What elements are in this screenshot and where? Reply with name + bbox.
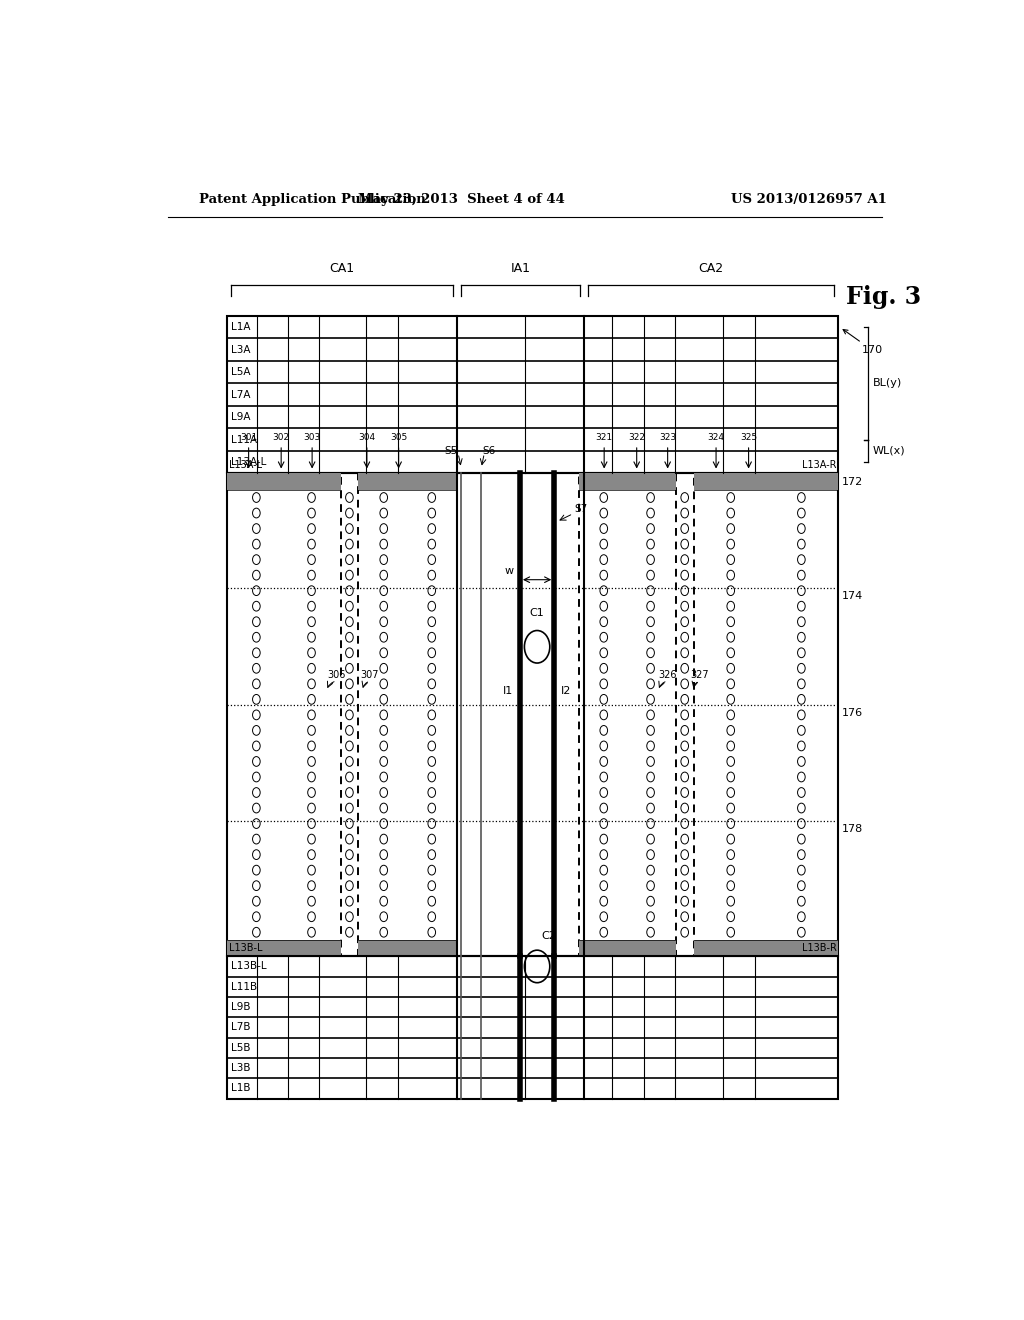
Text: 321: 321 (596, 433, 612, 442)
Text: w: w (505, 566, 514, 576)
Text: 324: 324 (708, 433, 725, 442)
Bar (227, 956, 839, 1098)
Text: 305: 305 (390, 433, 408, 442)
Bar (694, 474, 839, 956)
Text: May 23, 2013  Sheet 4 of 44: May 23, 2013 Sheet 4 of 44 (357, 193, 565, 206)
Bar (227, 940, 341, 956)
Text: 303: 303 (303, 433, 321, 442)
Bar (579, 474, 676, 490)
Text: L7B: L7B (231, 1023, 251, 1032)
Text: L13B-R: L13B-R (802, 944, 837, 953)
Text: BL(y): BL(y) (872, 379, 902, 388)
Text: L1A: L1A (231, 322, 251, 333)
Text: 178: 178 (842, 824, 863, 834)
Text: C2: C2 (542, 931, 557, 941)
Text: 326: 326 (658, 669, 677, 680)
Text: 304: 304 (358, 433, 376, 442)
Bar (579, 940, 676, 956)
Text: Fig. 3: Fig. 3 (846, 285, 922, 309)
Text: I2: I2 (561, 685, 571, 696)
Text: L9A: L9A (231, 412, 251, 422)
Bar (227, 474, 341, 956)
Text: US 2013/0126957 A1: US 2013/0126957 A1 (731, 193, 887, 206)
Bar (694, 474, 839, 490)
Text: L11A: L11A (231, 434, 257, 445)
Text: L13A-L: L13A-L (231, 457, 266, 467)
Bar (694, 940, 839, 956)
Text: 302: 302 (272, 433, 290, 442)
Text: L13B-L: L13B-L (228, 944, 262, 953)
Text: L5B: L5B (231, 1043, 251, 1053)
Text: WL(x): WL(x) (872, 446, 905, 455)
Text: L13B-L: L13B-L (231, 961, 267, 972)
Bar (579, 474, 676, 956)
Text: 327: 327 (690, 669, 709, 680)
Text: L13A-R: L13A-R (802, 461, 837, 470)
Text: S6: S6 (482, 446, 496, 457)
Text: L11B: L11B (231, 982, 257, 991)
Text: 174: 174 (842, 591, 863, 602)
Text: 325: 325 (740, 433, 757, 442)
Text: IA1: IA1 (511, 263, 530, 276)
Text: Patent Application Publication: Patent Application Publication (200, 193, 426, 206)
Text: L7A: L7A (231, 389, 251, 400)
Text: L3A: L3A (231, 345, 251, 355)
Bar (358, 474, 458, 490)
Text: C1: C1 (529, 609, 545, 618)
Text: L3B: L3B (231, 1063, 251, 1073)
Text: 172: 172 (842, 477, 863, 487)
Text: L1B: L1B (231, 1084, 251, 1093)
Text: CA1: CA1 (330, 263, 355, 276)
Bar (227, 315, 839, 474)
Text: 307: 307 (360, 669, 379, 680)
Text: I1: I1 (503, 685, 513, 696)
Text: 301: 301 (240, 433, 257, 442)
Text: L5A: L5A (231, 367, 251, 378)
Text: CA2: CA2 (698, 263, 724, 276)
Bar (358, 474, 458, 956)
Text: 306: 306 (328, 669, 346, 680)
Text: 322: 322 (628, 433, 645, 442)
Text: 176: 176 (842, 709, 863, 718)
Text: 170: 170 (843, 330, 884, 355)
Text: L9B: L9B (231, 1002, 251, 1012)
Bar (227, 474, 341, 490)
Text: S5: S5 (444, 446, 458, 457)
Bar (358, 940, 458, 956)
Bar (227, 474, 839, 956)
Text: 323: 323 (659, 433, 676, 442)
Text: S7: S7 (574, 504, 587, 513)
Text: L13A-L: L13A-L (228, 461, 262, 470)
